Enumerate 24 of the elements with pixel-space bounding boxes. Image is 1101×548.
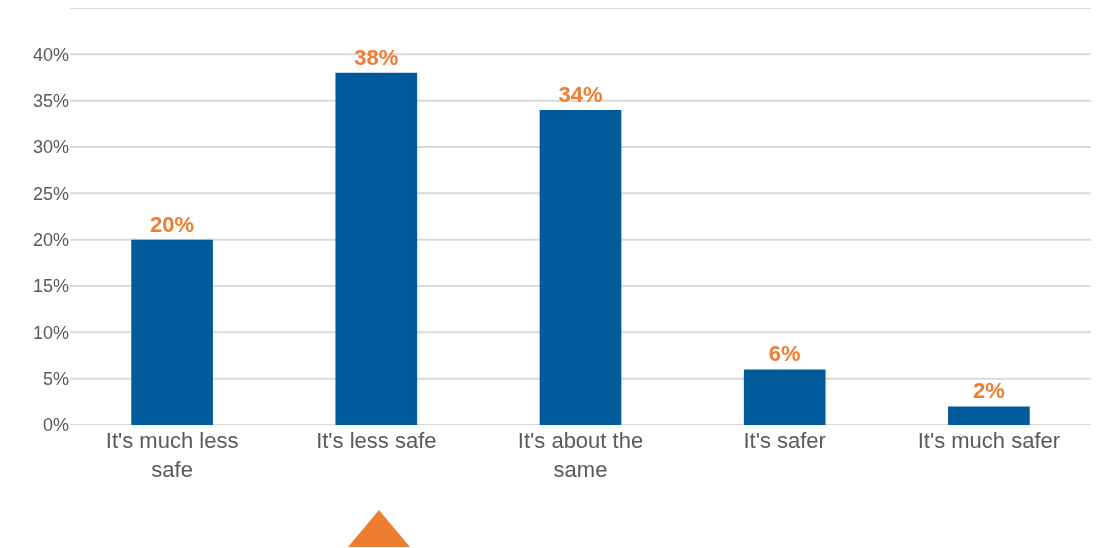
x-tick-label: It's less safe (316, 428, 437, 453)
y-tick-label: 40% (32, 44, 69, 65)
bar (131, 239, 213, 425)
data-label: 6% (768, 341, 801, 367)
bar (948, 406, 1030, 425)
x-tick-label: It's much less safe (105, 428, 239, 482)
bar (743, 369, 826, 425)
y-tick-label: 0% (42, 415, 69, 436)
data-label: 34% (558, 81, 603, 107)
bar (335, 72, 418, 425)
y-tick-label: 35% (32, 90, 69, 111)
y-tick-label: 10% (32, 322, 69, 343)
bar (539, 109, 622, 425)
y-tick-label: 15% (32, 276, 69, 297)
y-tick-label: 30% (32, 137, 69, 158)
x-tick-label: It's much safer (917, 428, 1061, 453)
data-label: 20% (150, 211, 195, 237)
data-label: 2% (973, 378, 1005, 404)
y-tick-label: 20% (32, 229, 69, 250)
y-tick-label: 25% (32, 183, 69, 204)
data-label: 38% (354, 44, 399, 70)
x-tick-label: It's safer (743, 428, 826, 453)
y-tick-label: 5% (42, 368, 69, 389)
x-tick-label: It's about the same (517, 428, 644, 482)
